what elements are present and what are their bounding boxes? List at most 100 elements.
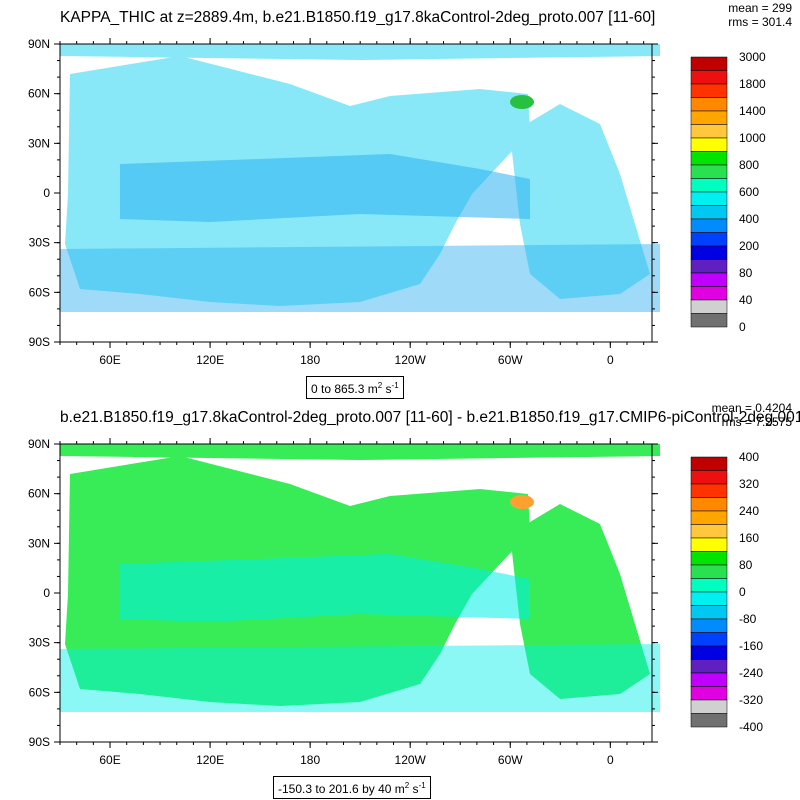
colorbar-swatch	[690, 83, 728, 98]
colorbar-label: -80	[739, 612, 757, 626]
colorbar-swatch	[690, 137, 728, 152]
colorbar-label: 0	[739, 585, 746, 599]
colorbar-swatch	[690, 151, 728, 166]
colorbar-swatch	[690, 497, 728, 512]
lat-tick-label: 30N	[28, 136, 50, 150]
units-exp1: 2	[404, 781, 410, 790]
lon-tick-label: 0	[607, 353, 614, 367]
colorbar-label: 600	[739, 185, 759, 199]
colorbar-label: 400	[739, 450, 759, 464]
map-area	[59, 43, 660, 343]
plot-title: KAPPA_THIC at z=2889.4m, b.e21.B1850.f19…	[60, 9, 656, 26]
colorbar-swatch	[690, 618, 728, 633]
colorbar-swatch	[690, 272, 728, 287]
colorbar-swatch	[690, 124, 728, 139]
colorbar-swatch	[690, 551, 728, 566]
lon-tick-label: 120W	[395, 753, 427, 767]
colorbar-swatch	[690, 205, 728, 220]
ocean-band	[120, 554, 530, 622]
units-base: m	[367, 382, 378, 396]
colorbar-swatch	[690, 578, 728, 593]
lat-tick-label: 60S	[29, 285, 50, 299]
colorbar-swatch	[690, 245, 728, 260]
mean-value: mean = 0.4204	[711, 401, 792, 415]
ocean-band	[120, 154, 530, 222]
lat-tick-label: 90N	[28, 37, 50, 51]
colorbar-label: 80	[739, 266, 753, 280]
lon-tick-label: 60W	[498, 753, 523, 767]
lon-tick-label: 60W	[498, 353, 523, 367]
colorbar-swatch	[690, 605, 728, 620]
colorbar-swatch	[690, 659, 728, 674]
colorbar-label: 320	[739, 477, 759, 491]
map-svg: 90N 60N 30N 0 30S 60S 90S 60E 120E 180 120W 60W 0 400…	[28, 437, 763, 767]
colorbar-label: 1000	[739, 131, 766, 145]
lat-tick-label: 60N	[28, 487, 50, 501]
lat-tick-label: 90N	[28, 437, 50, 451]
panel-top: KAPPA_THIC at z=2889.4m, b.e21.B1850.f19…	[28, 1, 792, 399]
units-mid: s	[382, 382, 392, 396]
rms-value: rms = 7.2575	[721, 415, 792, 429]
colorbar-label: 400	[739, 212, 759, 226]
colorbar-swatch	[690, 97, 728, 112]
colorbar-label: 800	[739, 158, 759, 172]
colorbar-swatch	[690, 713, 728, 728]
rms-value: rms = 301.4	[728, 15, 792, 29]
lat-tick-label: 30S	[29, 236, 50, 250]
colorbar-swatch	[690, 537, 728, 552]
lon-tick-label: 120E	[196, 753, 224, 767]
colorbar-label: 80	[739, 558, 753, 572]
colorbar-swatch	[690, 672, 728, 687]
colorbar-swatch	[690, 510, 728, 525]
hotspot	[510, 95, 534, 109]
colorbar-swatch	[690, 564, 728, 579]
plot-title: b.e21.B1850.f19_g17.8kaControl-2deg_prot…	[60, 409, 800, 426]
lat-tick-label: 90S	[29, 335, 50, 349]
colorbar-label: -160	[739, 639, 763, 653]
colorbar-swatch	[690, 686, 728, 701]
colorbar-swatch	[690, 178, 728, 193]
units-mid: s	[409, 782, 419, 796]
range-label: -150.3 to 201.6 by 40 m2 s-1	[273, 776, 431, 799]
mean-value: mean = 299	[728, 1, 792, 15]
panel-bottom: b.e21.B1850.f19_g17.8kaControl-2deg_prot…	[0, 400, 800, 800]
colorbar-label: 240	[739, 504, 759, 518]
lat-tick-label: 30N	[28, 536, 50, 550]
colorbar-label: 1400	[739, 104, 766, 118]
range-text: -150.3 to 201.6 by 40	[278, 782, 392, 796]
colorbar-swatch	[690, 699, 728, 714]
units-exp2: -1	[391, 381, 399, 390]
colorbar-label: 200	[739, 239, 759, 253]
range-label: 0 to 865.3 m2 s-1	[306, 376, 404, 399]
lat-tick-label: 90S	[29, 735, 50, 749]
lon-tick-label: 60E	[99, 353, 120, 367]
units-base: m	[394, 782, 405, 796]
lon-tick-label: 120W	[395, 353, 427, 367]
ocean-field	[510, 104, 650, 299]
colorbar-swatch	[690, 456, 728, 471]
lat-tick-label: 0	[43, 186, 50, 200]
lat-tick-label: 60N	[28, 87, 50, 101]
colorbar-swatch	[690, 524, 728, 539]
colorbar-swatch	[690, 286, 728, 301]
colorbar-swatch	[690, 191, 728, 206]
arctic-strip	[60, 44, 660, 60]
lon-tick-label: 180	[300, 353, 320, 367]
map-area	[59, 443, 660, 743]
colorbar-swatch	[690, 591, 728, 606]
southern-ocean-band	[60, 644, 660, 712]
colorbar-swatch	[690, 632, 728, 647]
stats-box: mean = 299 rms = 301.4	[728, 1, 792, 29]
colorbar-swatch	[690, 645, 728, 660]
units-exp1: 2	[377, 381, 383, 390]
colorbar-swatch	[690, 164, 728, 179]
colorbar-swatch	[690, 232, 728, 247]
colorbar-swatch	[690, 259, 728, 274]
colorbar-label: -400	[739, 720, 763, 734]
colorbar-label: 0	[739, 320, 746, 334]
colorbar-label: 40	[739, 293, 753, 307]
lon-tick-label: 60E	[99, 753, 120, 767]
colorbar-swatch	[690, 483, 728, 498]
lon-tick-label: 120E	[196, 353, 224, 367]
stats-box: mean = 0.4204 rms = 7.2575	[712, 401, 792, 429]
